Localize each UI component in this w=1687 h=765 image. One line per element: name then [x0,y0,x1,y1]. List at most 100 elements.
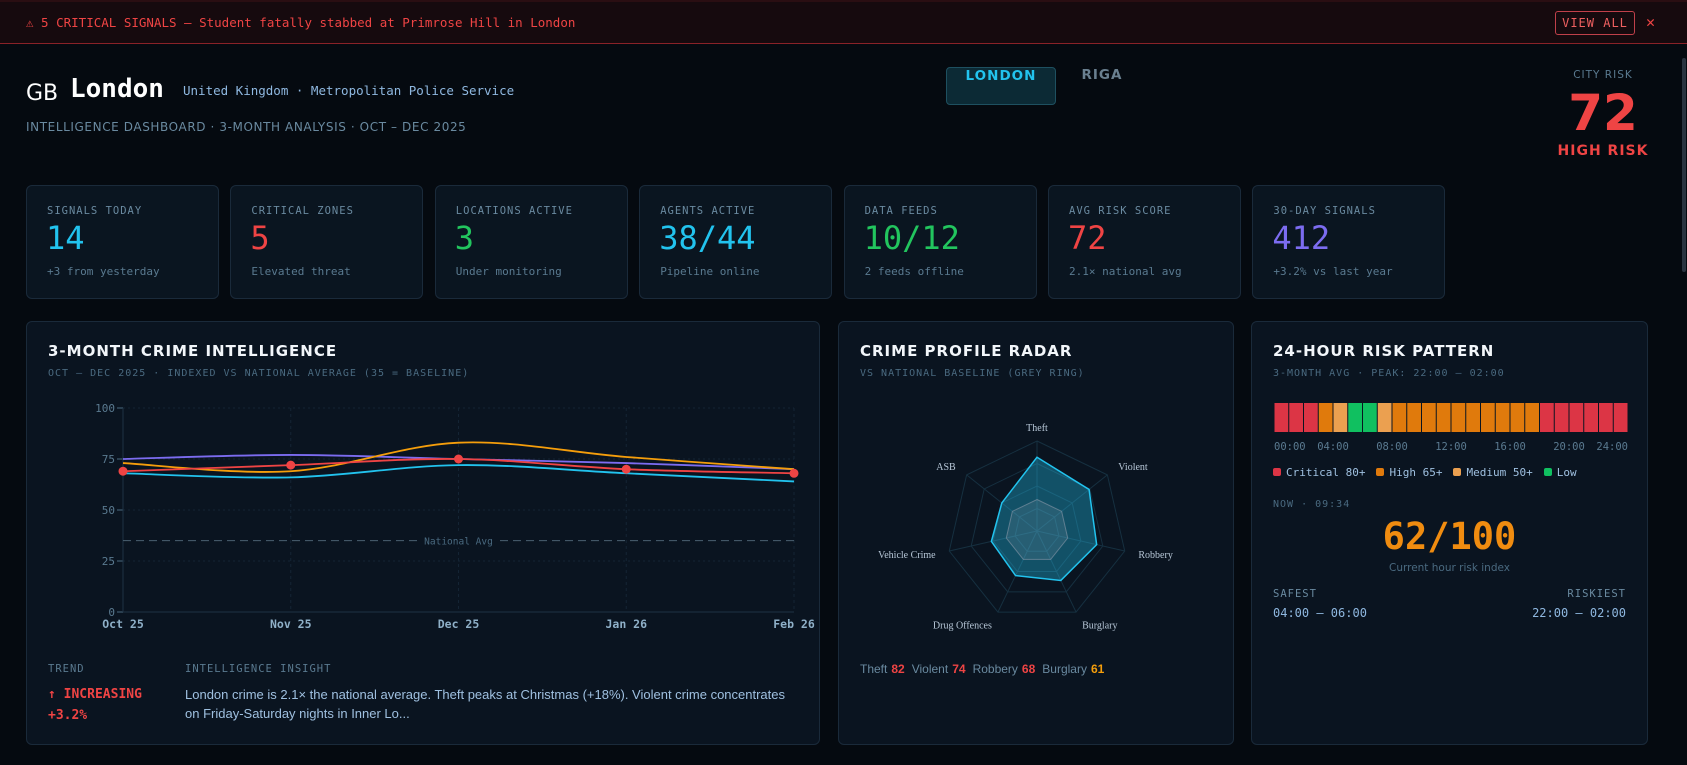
stat-value: 14 [46,219,85,257]
radar-axis-label: Violent [1118,462,1148,473]
x-tick-label: Dec 25 [438,617,480,631]
radar-summary-value: 68 [1021,662,1036,676]
y-tick-label: 100 [95,402,115,415]
risk-level: HIGH RISK [1557,143,1649,159]
close-button[interactable]: ✕ [1646,13,1656,31]
stat-label: DATA FEEDS [864,205,938,217]
radar-area [990,456,1098,582]
radar-spoke [997,530,1038,613]
hour-cell [1436,403,1451,432]
radar-axis-label: Burglary [1082,621,1117,632]
hour-cell [1510,403,1525,432]
panel-subtitle: OCT – DEC 2025 · INDEXED VS NATIONAL AVE… [48,368,470,379]
trend-panel: 3-MONTH CRIME INTELLIGENCE OCT – DEC 202… [26,321,820,745]
data-point [454,454,463,464]
hour-cell [1304,403,1318,432]
x-tick-label: Oct 25 [102,617,144,631]
radar-summary: Theft 82 Violent 74 Robbery 68 Burglary 61 [860,662,1104,676]
panel-title: 3-MONTH CRIME INTELLIGENCE [48,342,338,360]
hour-cell [1554,403,1569,432]
radar-summary-value: 61 [1090,662,1105,676]
hour-cell [1525,403,1539,432]
stat-card: LOCATIONS ACTIVE 3 Under monitoring [434,185,628,299]
x-tick-label: 00:00 [1274,441,1306,453]
x-tick-label: Jan 26 [605,617,647,631]
legend-swatch [1376,468,1385,476]
data-point [621,464,631,474]
panel-title: 24-HOUR RISK PATTERN [1273,342,1495,360]
stat-note: +3 from yesterday [47,265,160,278]
hourly-panel: 24-HOUR RISK PATTERN 3-MONTH AVG · PEAK:… [1251,321,1648,745]
reference-label: National Avg [424,537,493,548]
stat-note: Pipeline online [660,265,760,278]
x-tick-label: 16:00 [1494,441,1526,453]
hour-cell [1407,403,1421,432]
stat-note: Elevated threat [251,265,351,278]
radar-spoke [1036,530,1125,552]
radar-chart: Theft Violent Robbery Burglary Drug Offences… [878,423,1173,632]
city-tab[interactable]: RIGA [1081,67,1123,83]
radar-summary-label: Violent [911,662,949,676]
radar-baseline [1005,498,1069,560]
stat-card: CRITICAL ZONES 5 Elevated threat [230,185,424,299]
stat-card: 30-DAY SIGNALS 412 +3.2% vs last year [1252,185,1446,299]
data-point [118,466,128,476]
radar-spoke [1036,474,1108,532]
radar-ring [970,462,1104,593]
hour-cell [1377,403,1392,432]
trend-label: TREND [48,663,85,675]
alert-bar: ⚠ 5 CRITICAL SIGNALS — Student fatally s… [0,0,1687,44]
scrollbar[interactable] [1682,58,1686,272]
panel-subtitle: 3-MONTH AVG · PEAK: 22:00 – 02:00 [1273,368,1505,379]
level-legend: Critical 80+ High 65+ Medium 50+ Low [1273,466,1577,479]
hourly-strip: 00:00 04:00 08:00 12:00 16:00 20:00 24:00 [1274,403,1628,453]
legend-swatch [1273,468,1281,476]
panel-subtitle: VS NATIONAL BASELINE (GREY RING) [860,368,1085,379]
insight-text: London crime is 2.1× the national averag… [185,687,786,721]
safest-label: SAFEST [1273,588,1317,600]
legend-label: High 65+ [1389,466,1443,479]
radar-axis-label: Drug Offences [933,621,992,632]
hour-cell [1274,403,1289,432]
hour-cell [1466,403,1480,432]
series-line [122,464,795,483]
now-label: NOW · 09:34 [1273,499,1351,510]
y-tick-label: 0 [108,606,115,619]
flag: GB [26,81,59,106]
hour-cell [1495,403,1510,432]
x-tick-label: 04:00 [1317,441,1349,453]
hour-cell [1333,403,1348,432]
risk-value: 72 [1568,84,1638,142]
radar-spoke [1036,530,1077,613]
stat-note: Under monitoring [455,265,562,278]
now-caption: Current hour risk index [1388,562,1510,574]
series-line [122,441,795,473]
trend-direction: ↑ INCREASING [48,687,142,702]
stat-card: AVG RISK SCORE 72 2.1× national avg [1048,185,1241,299]
radar-panel: CRIME PROFILE RADAR VS NATIONAL BASELINE… [838,321,1234,745]
hour-cell [1540,403,1554,432]
radar-axis-label: Robbery [1138,550,1172,561]
insight-label: INTELLIGENCE INSIGHT [185,663,332,675]
trend-change: +3.2% [48,708,88,723]
stat-value: 5 [250,219,270,257]
view-all-button[interactable]: VIEW ALL [1555,11,1635,35]
dashboard-meta: INTELLIGENCE DASHBOARD · 3-MONTH ANALYSI… [26,120,467,134]
legend-label: Low [1556,466,1577,479]
hour-cell [1613,403,1628,432]
radar-axis-label: Vehicle Crime [878,550,936,561]
hour-cell [1569,403,1584,432]
y-tick-label: 50 [102,504,115,517]
safest-value: 04:00 – 06:00 [1273,606,1367,620]
city-tab-active[interactable]: LONDON [946,67,1056,105]
stat-label: CRITICAL ZONES [251,205,354,217]
stat-note: +3.2% vs last year [1273,265,1393,278]
x-tick-label: Feb 26 [773,617,815,631]
stat-label: AVG RISK SCORE [1069,205,1172,217]
legend-label: Medium 50+ [1466,466,1533,479]
legend-swatch [1543,468,1552,476]
radar-axis-label: ASB [936,462,956,473]
stat-value: 3 [454,219,475,257]
hour-cell [1363,403,1377,432]
